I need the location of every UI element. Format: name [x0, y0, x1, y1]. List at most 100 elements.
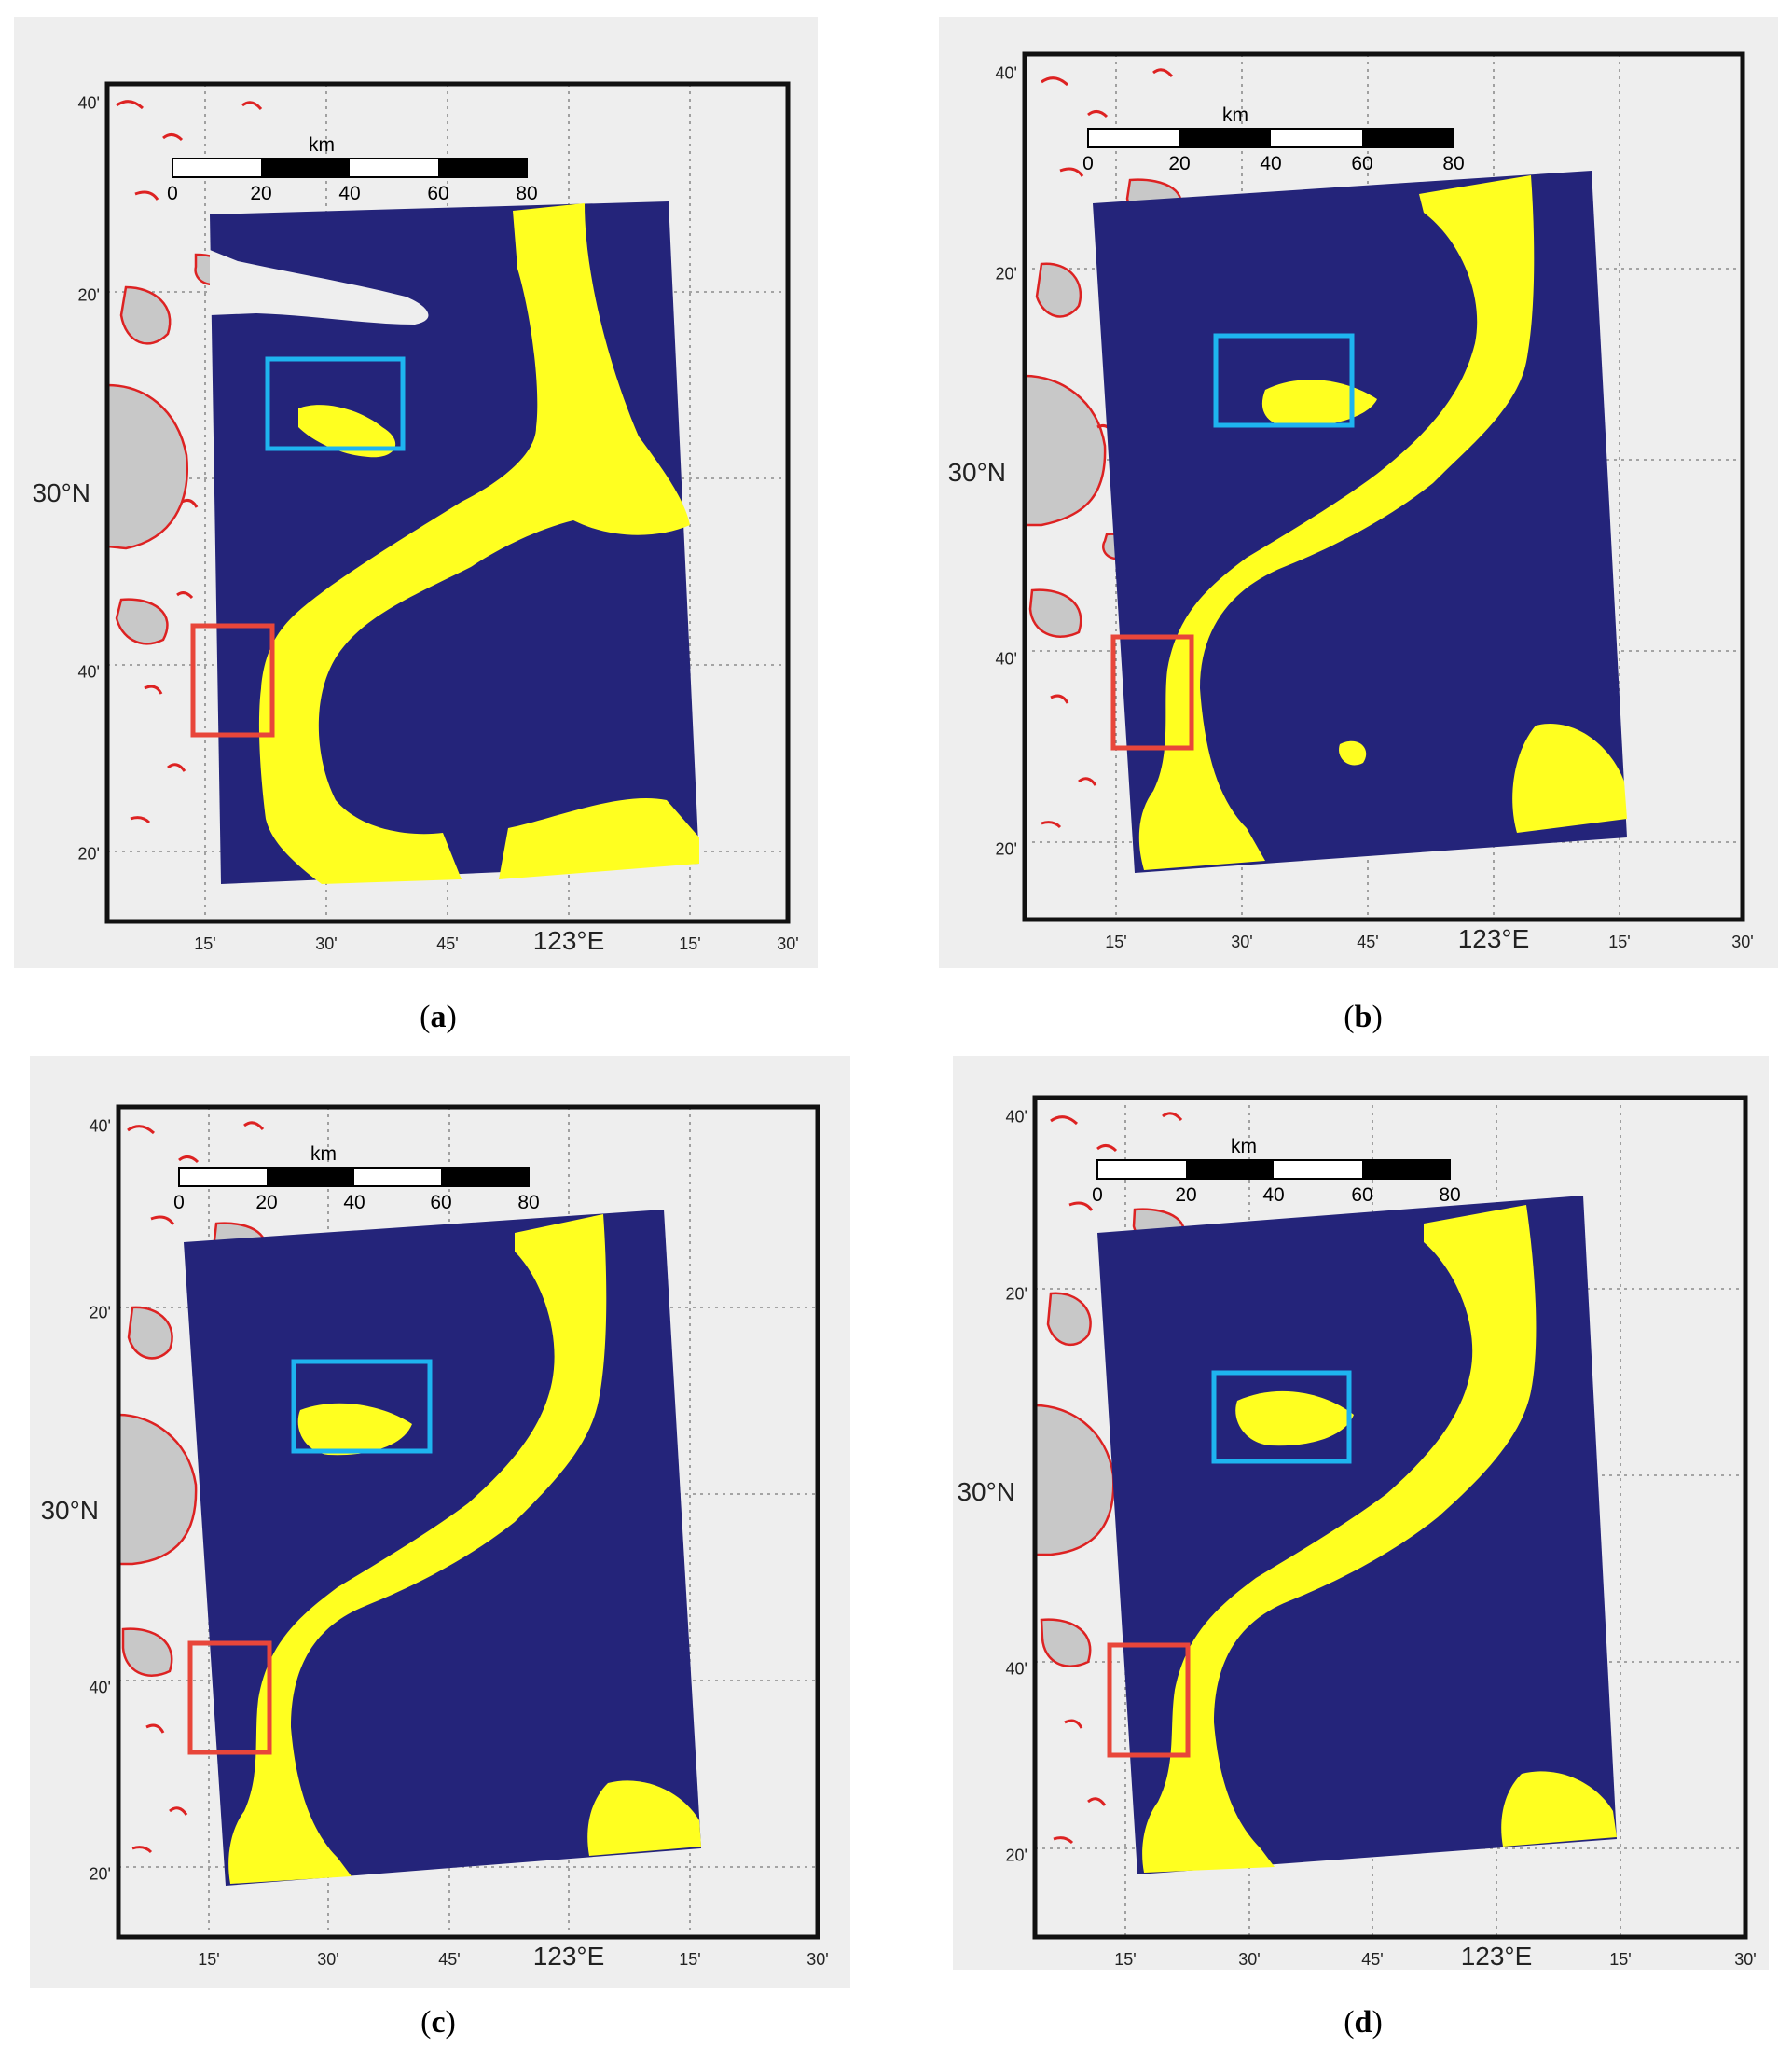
map-panel-d: 40' 20' 30°N 40' 20' 15' 30' 45' 123°E 15' 30' 0 20 4… — [953, 1056, 1769, 1970]
lat-tick-label: 20' — [90, 1303, 111, 1321]
map-svg-a: 40' 20' 30°N 40' 20' 15' 30' 45' 123°E 15' 30' 0 20 4… — [32, 81, 799, 955]
blue-box-d — [1211, 1370, 1352, 1464]
lon-tick-label: 30' — [315, 934, 337, 953]
map-panel-b: 40' 20' 30°N 40' 20' 15' 30' 45' 123°E 15' 30' 0 20 4… — [939, 17, 1778, 968]
lat-tick-label: 40' — [90, 1116, 111, 1135]
caption-c: (c) — [420, 2005, 456, 2040]
scale-tick-label: 40 — [343, 1192, 365, 1213]
caption-letter-b: b — [1354, 1000, 1372, 1034]
detection-area-a — [258, 203, 699, 884]
lon-tick-label: 30' — [1238, 1950, 1260, 1969]
lon-tick-label: 123°E — [533, 1942, 605, 1971]
scale-bar-d — [1096, 1159, 1451, 1180]
lat-tick-label: 20' — [1006, 1284, 1027, 1303]
caption-letter-c: c — [431, 2005, 446, 2040]
lat-tick-label: 20' — [996, 839, 1017, 858]
coastline-fragments-a — [116, 100, 263, 824]
scale-tick-label: 20 — [250, 183, 271, 204]
scale-tick-label: 0 — [173, 1192, 185, 1213]
lon-tick-label: 30' — [1734, 1950, 1756, 1969]
frame-c — [116, 1104, 820, 1940]
lat-tick-label: 20' — [996, 264, 1017, 283]
caption-letter-d: d — [1354, 2005, 1372, 2040]
lon-tick-label: 123°E — [1461, 1942, 1533, 1970]
lat-tick-label: 20' — [1006, 1846, 1027, 1864]
blue-box-a — [265, 356, 406, 451]
caption-d: (d) — [1344, 2005, 1383, 2040]
frame-d — [1032, 1095, 1748, 1940]
lat-tick-label: 30°N — [957, 1477, 1015, 1506]
caption-b: (b) — [1344, 1000, 1383, 1034]
scale-tick-label: 60 — [1351, 1184, 1372, 1206]
blue-box-c — [291, 1359, 433, 1454]
lat-tick-label: 20' — [90, 1864, 111, 1883]
scale-tick-label: 60 — [1351, 153, 1372, 174]
scale-tick-label: 40 — [1260, 153, 1281, 174]
lon-tick-label: 15' — [679, 1950, 700, 1969]
lat-tick-label: 40' — [1006, 1107, 1027, 1126]
scale-tick-label: 80 — [1439, 1184, 1460, 1206]
lon-tick-label: 30' — [777, 934, 798, 953]
lon-tick-label: 15' — [1609, 1950, 1631, 1969]
caption-a: (a) — [420, 1000, 457, 1034]
lon-tick-label: 15' — [1608, 933, 1630, 951]
red-box-c — [187, 1640, 272, 1755]
lat-tick-label: 40' — [78, 662, 100, 681]
lon-tick-label: 15' — [1114, 1950, 1136, 1969]
lon-tick-label: 15' — [198, 1950, 219, 1969]
red-box-a — [190, 623, 275, 738]
lat-tick-label: 40' — [1006, 1659, 1027, 1678]
map-svg-d: 40' 20' 30°N 40' 20' 15' 30' 45' 123°E 15' 30' 0 20 4… — [957, 1095, 1757, 1970]
lon-tick-label: 123°E — [1458, 924, 1530, 953]
map-panel-a: 40' 20' 30°N 40' 20' 15' 30' 45' 123°E 15' 30' 0 20 4… — [14, 17, 818, 968]
scale-tick-label: 20 — [1175, 1184, 1196, 1206]
frame-a — [104, 81, 791, 924]
lon-tick-label: 30' — [806, 1950, 828, 1969]
blue-box-b — [1213, 333, 1355, 428]
scale-tick-label: 60 — [427, 183, 448, 204]
scale-unit-label: km — [1222, 104, 1248, 126]
detection-area-c — [228, 1214, 701, 1884]
scale-tick-label: 80 — [516, 183, 537, 204]
lon-tick-label: 45' — [1357, 933, 1378, 951]
scale-tick-label: 60 — [430, 1192, 451, 1213]
scale-tick-label: 0 — [167, 183, 178, 204]
lat-tick-label: 40' — [996, 649, 1017, 668]
lat-tick-label: 20' — [78, 844, 100, 863]
scale-unit-label: km — [309, 134, 335, 156]
lon-tick-label: 15' — [679, 934, 700, 953]
scale-bar-b — [1087, 128, 1454, 148]
lon-tick-label: 45' — [1361, 1950, 1383, 1969]
scale-unit-label: km — [310, 1143, 337, 1165]
scale-tick-label: 80 — [517, 1192, 539, 1213]
lon-tick-label: 30' — [1731, 933, 1753, 951]
scale-tick-label: 0 — [1092, 1184, 1103, 1206]
lon-tick-label: 123°E — [533, 926, 605, 955]
swath-gap-a — [210, 250, 429, 325]
lat-tick-label: 40' — [78, 93, 100, 112]
scale-tick-label: 0 — [1082, 153, 1094, 174]
map-panel-c: 40' 20' 30°N 40' 20' 15' 30' 45' 123°E 15' 30' 0 20 4… — [30, 1056, 850, 1988]
lat-tick-label: 30°N — [32, 478, 90, 507]
coastline-fragments-d — [1050, 1112, 1183, 1845]
scale-tick-label: 80 — [1442, 153, 1464, 174]
scale-bar-c — [178, 1167, 530, 1187]
detection-area-b — [1138, 175, 1627, 870]
coastline-fragments-b — [1041, 68, 1174, 829]
lat-tick-label: 40' — [996, 63, 1017, 82]
lat-tick-label: 40' — [90, 1678, 111, 1696]
scale-tick-label: 40 — [1262, 1184, 1284, 1206]
lat-tick-label: 30°N — [40, 1496, 99, 1525]
red-box-d — [1107, 1642, 1191, 1758]
caption-letter-a: a — [430, 1000, 447, 1034]
lat-tick-label: 30°N — [947, 458, 1006, 487]
scale-unit-label: km — [1231, 1136, 1257, 1157]
scale-tick-label: 40 — [338, 183, 360, 204]
scale-tick-label: 20 — [255, 1192, 277, 1213]
lon-tick-label: 45' — [438, 1950, 460, 1969]
scale-tick-label: 20 — [1168, 153, 1190, 174]
graticule-c — [118, 1107, 818, 1937]
lon-tick-label: 15' — [1105, 933, 1126, 951]
detection-area-d — [1142, 1205, 1617, 1873]
